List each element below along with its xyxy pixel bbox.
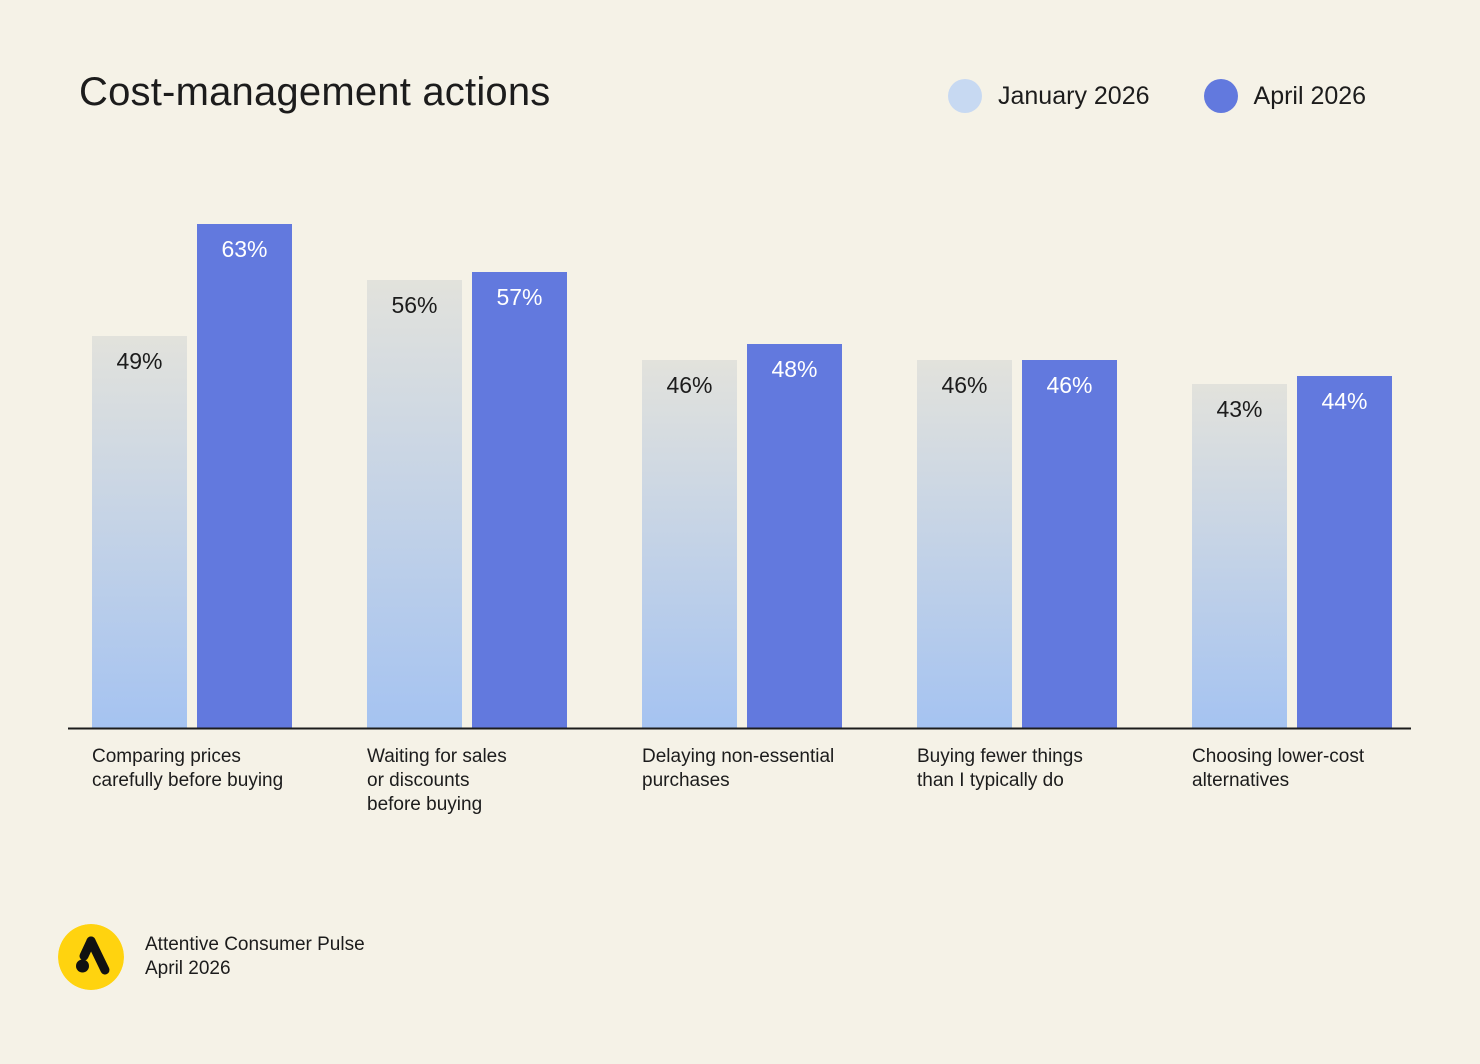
bar-january-5 (1192, 384, 1287, 728)
footer: Attentive Consumer Pulse April 2026 (58, 924, 365, 990)
bar-january-3 (642, 360, 737, 728)
bar-april-1 (197, 224, 292, 728)
legend-item-january: January 2026 (948, 78, 1150, 114)
footer-source: Attentive Consumer Pulse (145, 934, 365, 955)
legend-swatch-january (948, 79, 982, 113)
category-label-5: Choosing lower-cost alternatives (1192, 746, 1365, 791)
category-label-3: Delaying non-essential purchases (642, 746, 835, 791)
value-label-january-2: 56% (391, 292, 437, 318)
bar-april-2 (472, 272, 567, 728)
value-label-april-3: 48% (771, 356, 817, 382)
value-label-april-1: 63% (221, 236, 267, 262)
footer-text: Attentive Consumer Pulse April 2026 (145, 933, 365, 981)
chart-legend: January 2026 April 2026 (948, 78, 1366, 114)
bar-january-1 (92, 336, 187, 728)
footer-date: April 2026 (145, 958, 231, 979)
chart-title: Cost-management actions (79, 70, 551, 114)
legend-label-january: January 2026 (998, 82, 1150, 110)
value-label-april-4: 46% (1046, 372, 1092, 398)
attentive-logo-icon (58, 924, 124, 990)
value-label-april-5: 44% (1321, 388, 1367, 414)
bars-group: 49% 63% 56% 57% 46% 48% 46% 46% 43% 44% (92, 224, 1392, 728)
value-label-january-4: 46% (941, 372, 987, 398)
bar-april-4 (1022, 360, 1117, 728)
value-label-january-5: 43% (1216, 396, 1262, 422)
bar-april-3 (747, 344, 842, 728)
value-label-january-3: 46% (666, 372, 712, 398)
bar-january-2 (367, 280, 462, 728)
bar-april-5 (1297, 376, 1392, 728)
legend-label-april: April 2026 (1253, 82, 1367, 110)
value-label-january-1: 49% (116, 348, 162, 374)
bar-january-4 (917, 360, 1012, 728)
legend-swatch-april (1203, 79, 1238, 113)
category-label-4: Buying fewer things than I typically do (917, 746, 1083, 791)
category-label-1: Comparing prices carefully before buying (92, 746, 284, 791)
category-label-2: Waiting for sales or discounts before bu… (367, 746, 507, 815)
legend-item-april: April 2026 (1203, 78, 1367, 114)
value-label-april-2: 57% (496, 284, 542, 310)
